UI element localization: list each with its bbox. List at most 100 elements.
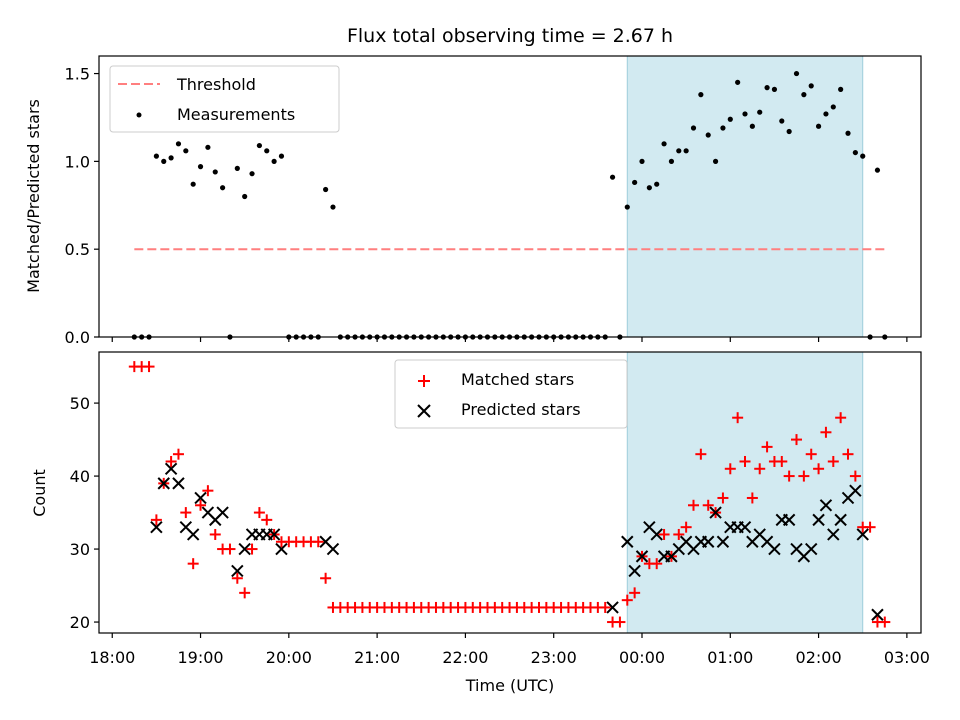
measurement-point: [683, 148, 689, 154]
predicted-star-point: [782, 513, 796, 527]
top-legend-box: [109, 65, 340, 133]
measurement-point: [757, 109, 763, 115]
measurement-point: [661, 141, 667, 147]
matched-star-point: [187, 558, 199, 570]
predicted-star-point: [172, 477, 185, 490]
measurement-point: [624, 204, 630, 210]
matched-star-point: [629, 587, 641, 599]
matched-star-point: [724, 463, 736, 475]
measurement-point: [220, 185, 226, 191]
predicted-star-point: [856, 528, 869, 541]
matched-star-point: [231, 572, 243, 584]
matched-star-point: [754, 463, 766, 475]
measurement-point: [749, 123, 755, 129]
matched-star-point: [172, 448, 184, 460]
bottom-y-tick-label: 20: [70, 613, 90, 632]
measurement-points: [131, 70, 888, 340]
predicted-star-point: [194, 491, 207, 505]
predicted-star-point: [738, 520, 752, 534]
predicted-star-point: [812, 513, 825, 527]
bottom-shade-rect: [627, 352, 863, 633]
x-tick-label: 03:00: [884, 648, 930, 667]
matched-star-point: [702, 499, 714, 511]
measurement-point: [330, 204, 336, 210]
matched-star-point: [673, 528, 685, 540]
measurement-point: [323, 186, 329, 193]
measurement-point: [278, 153, 285, 159]
top-y-axis-label: Matched/Predicted stars: [24, 99, 43, 293]
measurement-point: [720, 125, 726, 131]
bottom-legend: Matched stars Predicted stars: [394, 359, 628, 429]
measurement-point: [712, 158, 719, 164]
matched-star-point: [165, 455, 177, 467]
matched-star-point: [695, 448, 707, 460]
matched-star-point: [842, 448, 854, 460]
matched-star-point: [864, 521, 876, 533]
x-tick-label: 18:00: [89, 648, 135, 667]
predicted-star-point: [819, 499, 833, 512]
measurement-point: [838, 86, 844, 92]
matched-star-point: [791, 434, 803, 446]
measurement-point: [609, 174, 616, 180]
matched-star-point: [143, 361, 155, 373]
predicted-star-point: [326, 542, 340, 556]
matched-star-point: [849, 470, 861, 482]
measurement-point: [212, 169, 218, 175]
matched-star-point: [195, 499, 207, 511]
matched-star-point: [312, 536, 324, 548]
predicted-star-point: [709, 506, 722, 519]
matched-star-point: [180, 507, 192, 519]
x-tick-label: 21:00: [354, 648, 400, 667]
measurement-point: [639, 158, 645, 164]
matched-star-point: [746, 492, 758, 504]
x-axis-label: Time (UTC): [465, 676, 554, 695]
matched-star-point: [827, 455, 839, 467]
predicted-star-point: [275, 542, 288, 556]
matched-star-point: [658, 528, 670, 540]
matched-star-point: [224, 543, 236, 555]
top-y-tick-label: 0.0: [65, 328, 90, 347]
measurement-point: [646, 185, 652, 191]
top-panel: 0.0 0.5 1.0 1.5 Matched/Predicted stars Thr…: [24, 55, 922, 347]
matched-star-point: [680, 521, 692, 533]
top-shaded-region: [626, 56, 864, 337]
measurement-point: [190, 181, 196, 187]
bottom-y-tick-label: 50: [70, 394, 90, 413]
predicted-star-point: [635, 550, 649, 563]
predicted-stars-points: [150, 462, 884, 621]
top-plot-frame: [98, 55, 922, 338]
predicted-star-point: [238, 542, 251, 556]
measurement-point: [197, 164, 204, 170]
predicted-star-point: [871, 608, 884, 621]
bottom-plot-frame: [98, 351, 922, 634]
measurement-point: [249, 171, 255, 177]
x-tick-label: 23:00: [531, 648, 577, 667]
measurements-legend-swatch: [136, 112, 142, 118]
predicted-star-point: [805, 542, 818, 556]
matched-star-point: [614, 616, 626, 628]
matched-star-point: [261, 514, 273, 526]
matched-legend-swatch: [418, 375, 430, 387]
measurement-point: [779, 118, 785, 124]
top-x-ticks: [111, 337, 908, 342]
measurement-point: [801, 92, 807, 98]
matched-legend-label: Matched stars: [461, 370, 574, 389]
predicted-star-point: [834, 513, 847, 527]
predicted-legend-swatch: [417, 404, 431, 418]
top-y-tick-label: 0.5: [65, 240, 90, 259]
measurement-point: [205, 144, 211, 150]
bottom-y-ticks: 20 30 40 50: [70, 394, 99, 632]
top-y-tick-label: 1.5: [65, 65, 90, 84]
bottom-x-ticks: 18:00 19:00 20:00 21:00 22:00 23:00 00:00 01:00…: [89, 633, 930, 667]
predicted-star-point: [164, 462, 178, 475]
matched-star-point: [798, 470, 810, 482]
matched-star-point: [599, 601, 611, 613]
measurement-point: [676, 148, 682, 154]
matched-star-point: [253, 507, 265, 519]
measurement-point: [690, 125, 697, 131]
predicted-star-point: [827, 528, 840, 541]
bottom-legend-box: [394, 359, 628, 429]
predicted-star-point: [267, 528, 281, 541]
predicted-star-point: [606, 601, 619, 614]
